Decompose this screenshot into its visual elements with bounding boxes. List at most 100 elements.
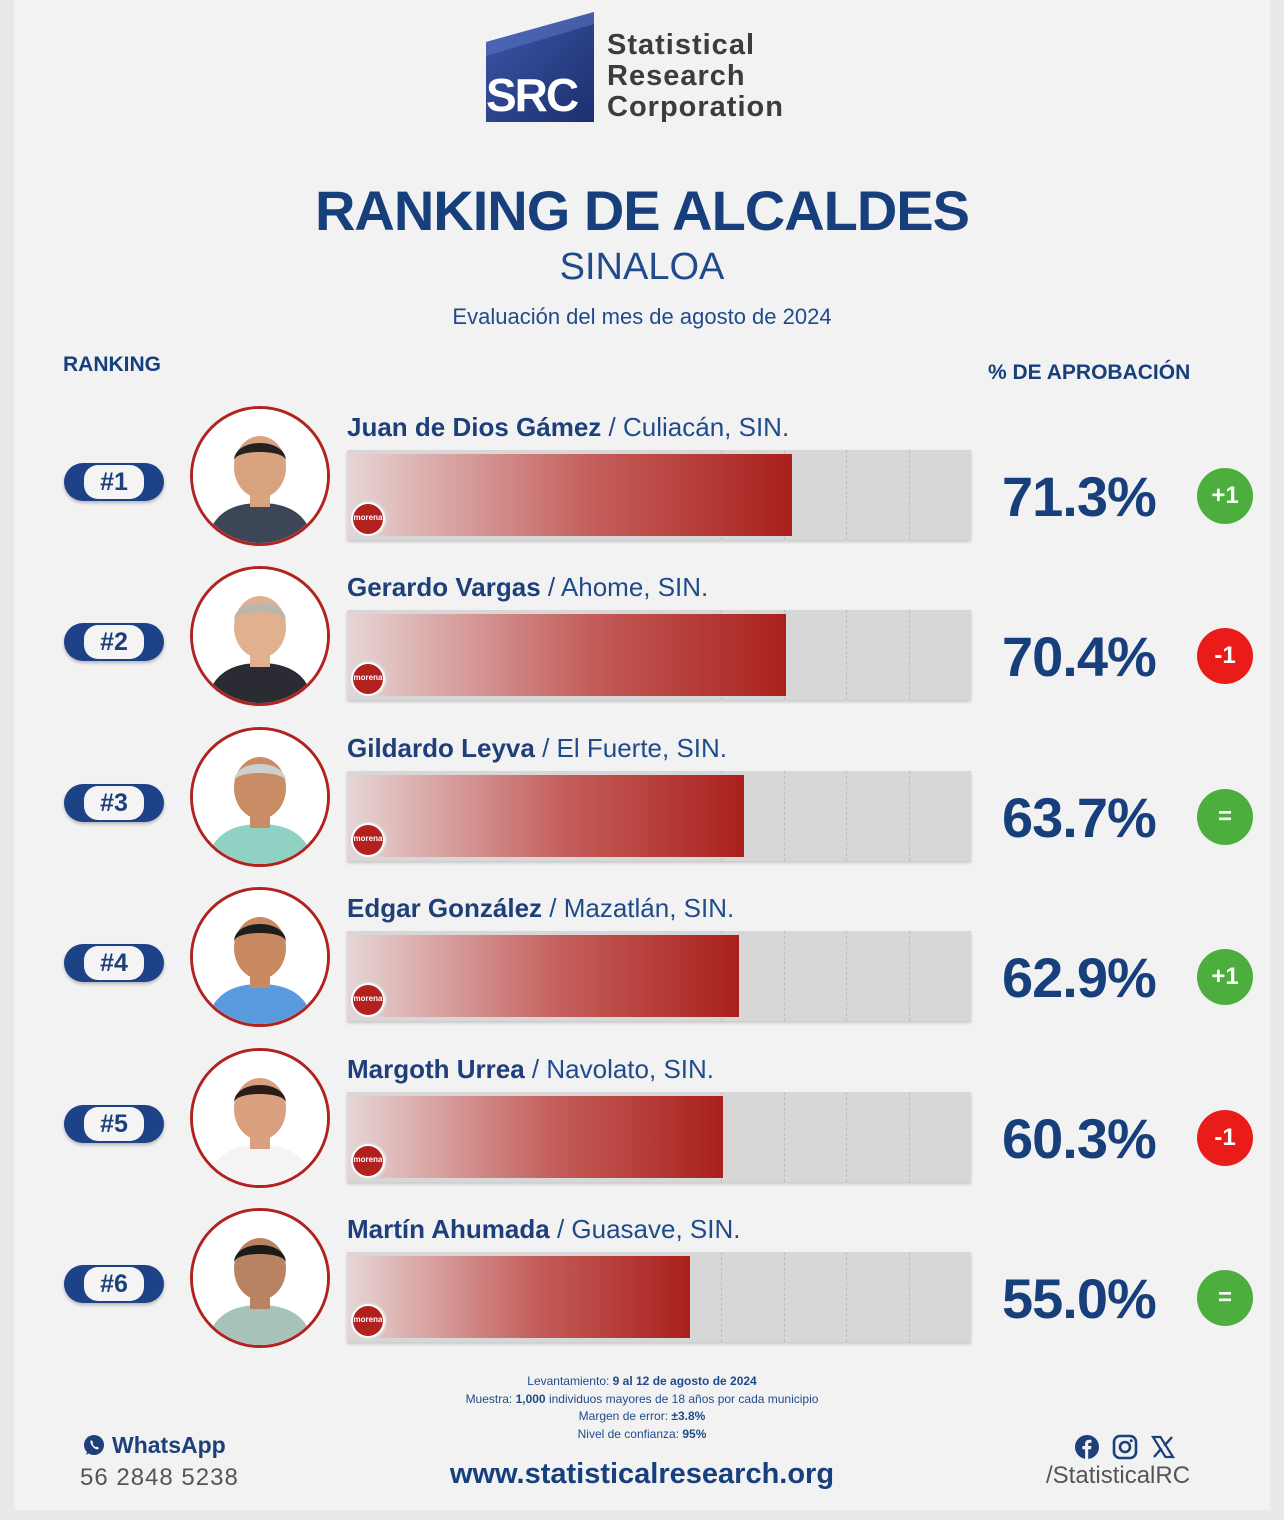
gridline — [846, 1252, 848, 1342]
src-logo-mark — [486, 12, 594, 122]
mayor-city: / El Fuerte, SIN. — [534, 733, 728, 763]
mayor-photo — [190, 727, 330, 867]
website-link[interactable]: www.statisticalresearch.org — [449, 1458, 835, 1490]
person-silhouette-icon — [193, 1051, 327, 1185]
gridline — [721, 1252, 723, 1342]
page-subtitle: SINALOA — [559, 246, 725, 288]
rank-number: #3 — [84, 786, 144, 820]
rank-change-badge: +1 — [1197, 468, 1253, 524]
mayor-photo — [190, 1048, 330, 1188]
ranking-row: #2 Gerardo Vargas / Ahome, SIN. — [14, 566, 1270, 716]
mayor-name-line: Juan de Dios Gámez / Culiacán, SIN. — [347, 412, 789, 443]
party-logo: morena — [349, 821, 387, 859]
approval-percent: 71.3% — [1002, 465, 1157, 528]
rank-number: #2 — [84, 625, 144, 659]
mayor-city: / Ahome, SIN. — [540, 572, 709, 602]
company-name: Statistical Research Corporation — [607, 30, 784, 123]
gridline — [783, 1092, 785, 1182]
approval-column-header: % DE APROBACIÓN — [988, 361, 1191, 384]
company-name-line: Statistical — [607, 29, 755, 61]
ranking-row: #3 Gildardo Leyva / El Fuerte, SIN. — [14, 727, 1270, 877]
approval-bar-track: morena — [347, 771, 971, 861]
whatsapp-link[interactable]: WhatsApp — [82, 1432, 226, 1459]
x-icon[interactable] — [1150, 1434, 1176, 1460]
party-logo: morena — [349, 981, 387, 1019]
facebook-icon[interactable] — [1074, 1434, 1100, 1460]
mayor-city: / Navolato, SIN. — [524, 1054, 715, 1084]
infographic-page: SRC Statistical Research Corporation RAN… — [14, 0, 1270, 1510]
company-name-line: Research — [607, 60, 746, 92]
party-name: morena — [353, 504, 383, 534]
mayor-name-line: Martín Ahumada / Guasave, SIN. — [347, 1214, 740, 1245]
approval-percent: 63.7% — [1002, 786, 1157, 849]
mayor-city: / Guasave, SIN. — [549, 1214, 741, 1244]
mayor-name: Juan de Dios Gámez — [347, 412, 602, 442]
approval-bar — [347, 614, 787, 696]
approval-percent: 60.3% — [1002, 1107, 1157, 1170]
mayor-name-line: Margoth Urrea / Navolato, SIN. — [347, 1054, 714, 1085]
whatsapp-icon — [84, 1435, 104, 1455]
src-logo-letters: SRC — [486, 69, 579, 121]
phone-number[interactable]: 56 2848 5238 — [80, 1464, 239, 1491]
src-logo: SRC Statistical Research Corporation — [486, 12, 816, 127]
mayor-photo — [190, 566, 330, 706]
person-silhouette-icon — [193, 890, 327, 1024]
ranking-row: #1 Juan de Dios Gámez / Culiacán, SIN. — [14, 406, 1270, 556]
party-name: morena — [353, 825, 383, 855]
approval-percent: 55.0% — [1002, 1267, 1157, 1330]
gridline — [908, 931, 910, 1021]
social-handle[interactable]: /StatisticalRC — [1046, 1462, 1191, 1489]
methodology-notes: Levantamiento: 9 al 12 de agosto de 2024… — [14, 1373, 1270, 1443]
mayor-name-line: Edgar González / Mazatlán, SIN. — [347, 893, 734, 924]
party-name: morena — [353, 1146, 383, 1176]
mayor-city: / Mazatlán, SIN. — [542, 893, 735, 923]
approval-bar — [347, 1256, 691, 1338]
gridline — [908, 610, 910, 700]
rank-badge: #5 — [64, 1105, 164, 1143]
rank-change-badge: = — [1197, 789, 1253, 845]
approval-percent: 62.9% — [1002, 946, 1157, 1009]
person-silhouette-icon — [193, 730, 327, 864]
ranking-row: #5 Margoth Urrea / Navolato, SIN. — [14, 1048, 1270, 1198]
approval-bar — [347, 1096, 724, 1178]
party-name: morena — [353, 985, 383, 1015]
ranking-column-header: RANKING — [63, 353, 161, 376]
party-name: morena — [353, 1306, 383, 1336]
approval-bar-track: morena — [347, 931, 971, 1021]
mayor-photo — [190, 887, 330, 1027]
gridline — [846, 931, 848, 1021]
mayor-name: Gildardo Leyva — [347, 733, 535, 763]
person-silhouette-icon — [193, 1211, 327, 1345]
mayor-name-line: Gildardo Leyva / El Fuerte, SIN. — [347, 733, 727, 764]
mayor-name: Margoth Urrea — [347, 1054, 525, 1084]
rank-badge: #3 — [64, 784, 164, 822]
rank-number: #4 — [84, 946, 144, 980]
gridline — [783, 1252, 785, 1342]
methodology-line: Muestra: 1,000 individuos mayores de 18 … — [465, 1391, 819, 1406]
instagram-icon[interactable] — [1112, 1434, 1138, 1460]
rank-change-badge: -1 — [1197, 1110, 1253, 1166]
mayor-photo — [190, 1208, 330, 1348]
party-logo: morena — [349, 1302, 387, 1340]
methodology-line: Margen de error: ±3.8% — [578, 1409, 706, 1423]
whatsapp-label: WhatsApp — [112, 1432, 226, 1458]
methodology-line: Levantamiento: 9 al 12 de agosto de 2024 — [527, 1374, 757, 1388]
company-name-line: Corporation — [607, 91, 784, 123]
mayor-name-line: Gerardo Vargas / Ahome, SIN. — [347, 572, 708, 603]
rank-badge: #2 — [64, 623, 164, 661]
gridline — [846, 450, 848, 540]
party-logo: morena — [349, 500, 387, 538]
rank-change-badge: = — [1197, 1270, 1253, 1326]
gridline — [783, 931, 785, 1021]
rank-badge: #6 — [64, 1265, 164, 1303]
mayor-name: Martín Ahumada — [347, 1214, 550, 1244]
evaluation-period: Evaluación del mes de agosto de 2024 — [452, 304, 832, 329]
approval-bar — [347, 935, 740, 1017]
gridline — [846, 1092, 848, 1182]
approval-bar-track: morena — [347, 1252, 971, 1342]
party-name: morena — [353, 664, 383, 694]
rank-change-badge: -1 — [1197, 628, 1253, 684]
ranking-row: #6 Martín Ahumada / Guasave, SIN. — [14, 1208, 1270, 1358]
page-title: RANKING DE ALCALDES — [314, 179, 970, 242]
party-logo: morena — [349, 1142, 387, 1180]
